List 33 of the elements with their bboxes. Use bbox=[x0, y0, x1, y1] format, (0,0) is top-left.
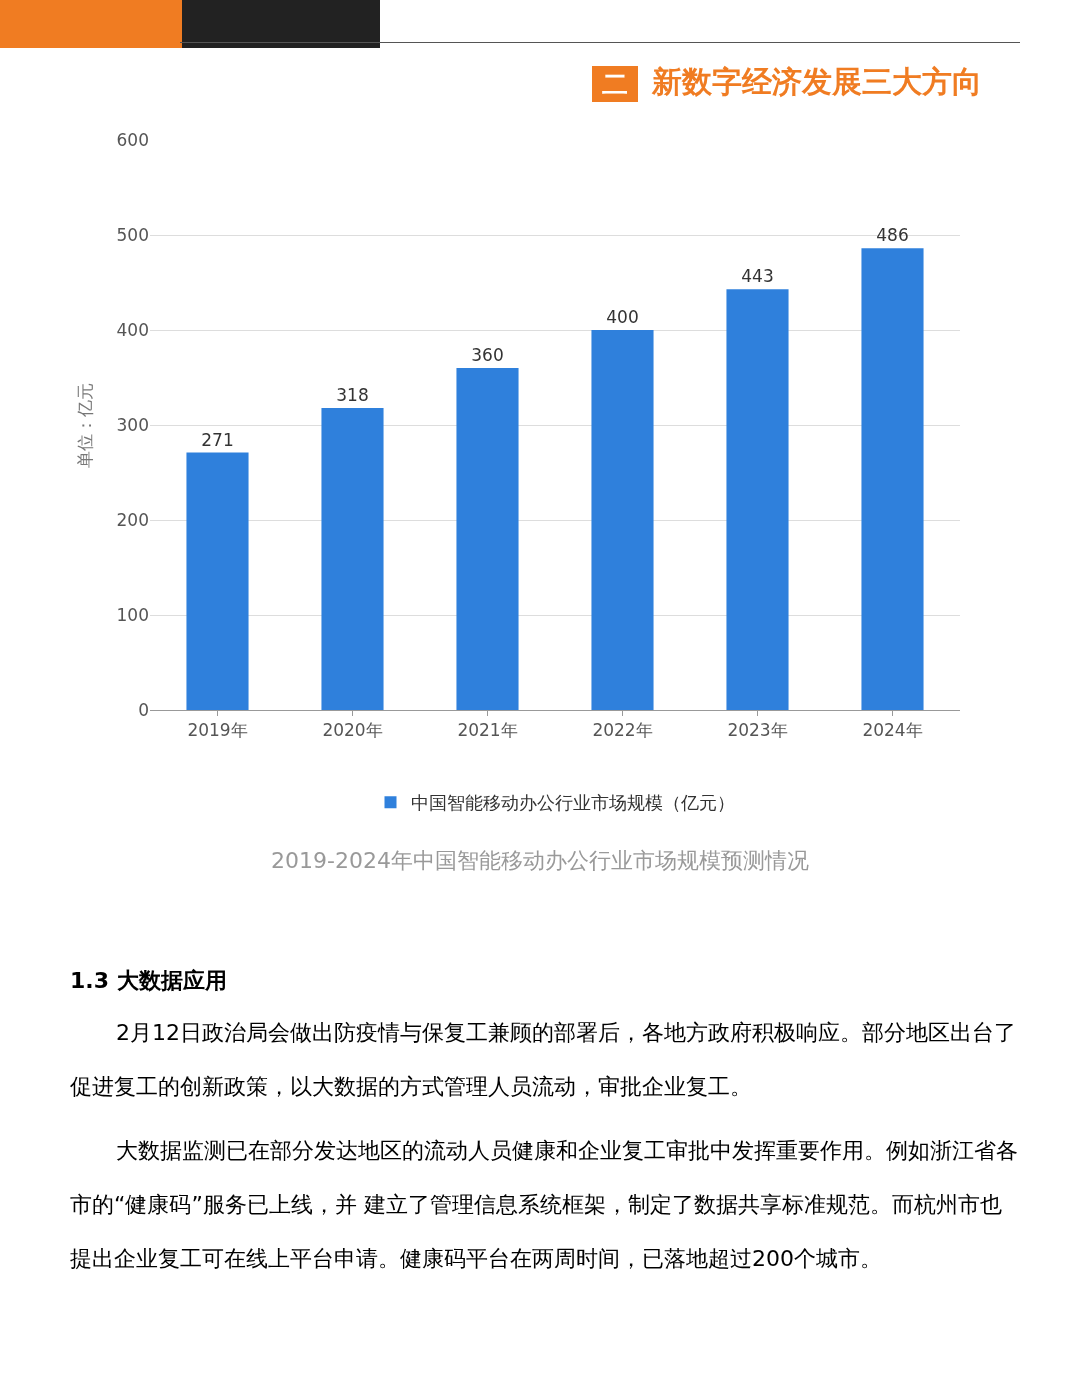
data-label: 360 bbox=[471, 345, 504, 365]
x-tick-label: 2020年 bbox=[322, 720, 383, 741]
bar bbox=[321, 407, 384, 710]
data-label: 443 bbox=[741, 266, 774, 287]
y-axis-title: 单位：亿元 bbox=[75, 382, 96, 468]
y-tick-label: 400 bbox=[116, 319, 149, 340]
data-label: 400 bbox=[606, 307, 639, 327]
text: 大数据监测已在部分发达地区的流动人员健康和企业复工审批中发挥重要作用。例如浙江省各市的“健康码”服务已上线，并 建立了管理信息系统框架，制定了数据共享标准规范。而杭州市也提出企业复工可在线上平台申请。健康码平台在两周时间，已落地超过200个城市。 bbox=[70, 1138, 1018, 1271]
x-tick-label: 2019年 bbox=[187, 720, 248, 741]
y-tick-label: 300 bbox=[116, 414, 149, 435]
text: 2月12日政治局会做出防疫情与保复工兼顾的部署后，各地方政府积极响应。部分地区出台了促进复工的创新政策，以大数据的方式管理人员流动，审批企业复工。 bbox=[70, 1020, 1016, 1099]
data-label: 486 bbox=[876, 225, 909, 246]
text: 2019-2024年中国智能移动办公行业市场规模预测情况 bbox=[270, 847, 810, 875]
x-tick-label: 2024年 bbox=[862, 720, 923, 741]
x-tick-label: 2022年 bbox=[592, 720, 653, 741]
x-tick-label: 2021年 bbox=[457, 720, 518, 741]
legend-label: 中国智能移动办公行业市场规模（亿元） bbox=[410, 792, 735, 814]
bar bbox=[861, 248, 924, 710]
y-tick-label: 0 bbox=[138, 699, 149, 720]
chart-title: 新数字经济发展三大方向 bbox=[652, 63, 982, 101]
y-tick-label: 100 bbox=[116, 604, 149, 625]
bar bbox=[456, 368, 519, 710]
text: 1.3 大数据应用 bbox=[70, 967, 228, 995]
x-tick-label: 2023年 bbox=[727, 720, 788, 741]
data-label: 318 bbox=[336, 384, 369, 405]
bar bbox=[591, 330, 654, 710]
data-label: 271 bbox=[201, 429, 234, 450]
y-tick-label: 200 bbox=[116, 509, 149, 530]
text: 二 bbox=[592, 66, 638, 102]
y-tick-label: 500 bbox=[116, 224, 149, 245]
bar bbox=[726, 289, 789, 710]
bar bbox=[186, 452, 249, 710]
y-tick-label: 600 bbox=[116, 129, 149, 150]
